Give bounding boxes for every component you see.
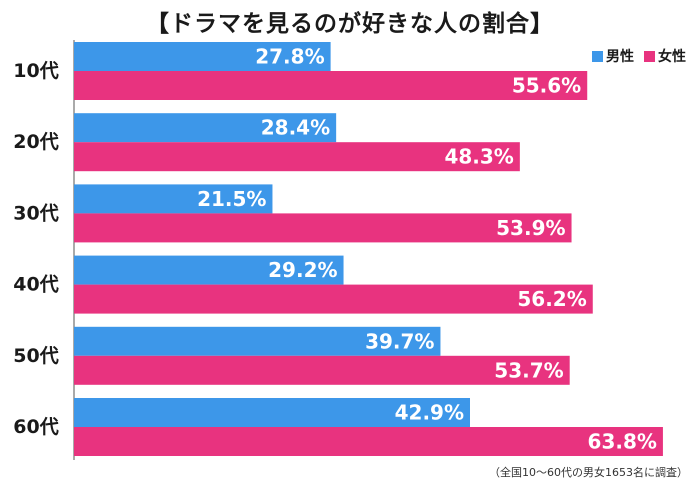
bar-label-male: 39.7% [365,329,434,353]
bar-label-female: 53.7% [494,358,563,382]
bar-male [74,326,441,356]
legend-swatch-female [644,50,655,62]
category-label: 60代 [13,416,58,438]
legend-item-female: 女性 [644,46,686,66]
legend-item-male: 男性 [592,46,634,66]
bar-female [74,213,572,243]
bar-male [74,113,337,143]
bar-label-male: 29.2% [268,258,337,282]
category-label: 40代 [13,274,58,296]
bar-female [74,355,570,385]
legend-label-female: 女性 [658,49,686,65]
category-label: 20代 [13,131,58,153]
legend: 男性 女性 [592,46,686,66]
category-label: 50代 [13,345,58,367]
bar-female [74,284,593,314]
bar-male [74,255,344,285]
bar-male [74,42,331,71]
legend-label-male: 男性 [606,49,634,65]
bar-label-female: 63.8% [588,430,657,454]
bar-female [74,427,663,456]
bar-label-male: 21.5% [197,187,266,211]
bar-label-female: 53.9% [496,216,565,240]
survey-note: （全国10～60代の男女1653名に調査） [489,466,688,479]
bar-label-female: 55.6% [512,74,581,98]
legend-swatch-male [592,50,603,62]
bar-female [74,71,588,100]
category-label: 10代 [13,60,58,82]
bar-label-male: 42.9% [395,401,464,425]
bar-label-male: 27.8% [255,45,324,69]
category-label: 30代 [13,202,58,224]
bar-label-male: 28.4% [261,116,330,140]
bar-label-female: 56.2% [517,287,586,311]
chart-title: 【ドラマを見るのが好きな人の割合】 [146,11,554,37]
bar-label-female: 48.3% [444,145,513,169]
bar-male [74,398,470,427]
bar-male [74,184,273,214]
bar-female [74,142,520,172]
